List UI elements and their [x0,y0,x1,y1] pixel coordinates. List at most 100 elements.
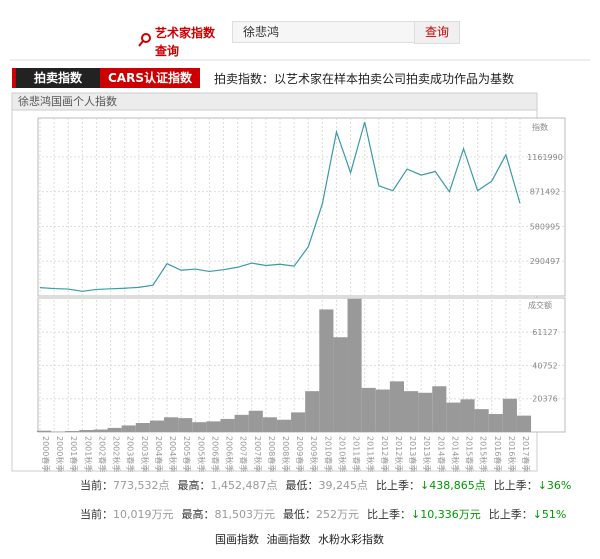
stat-label: 比上季： [493,479,538,492]
x-tick-label: 2016春季 [493,436,503,472]
stat-row: 当前：10,019万元 最高：81,503万元 最低：252万元 比上季：↓10,33… [80,506,566,522]
bar [375,389,390,432]
stat-row: 当前：773,532点 最高：1,452,487点 最低：39,245点 比上季：↓4… [80,477,571,493]
stat-value: ↓438,865点 [419,479,486,492]
links: 国画指数 油画指数 水粉水彩指数 [215,531,384,547]
stat-label: 最低： [285,479,319,492]
x-tick-label: 2016秋季 [507,436,517,472]
x-tick-label: 2010秋季 [337,436,347,472]
x-tick-label: 2015春季 [465,436,475,472]
bar [404,391,419,432]
x-tick-label: 2011秋季 [366,436,376,472]
x-tick-label: 2006秋季 [225,436,235,472]
panel-title: 徐悲鸿国画个人指数 [18,94,117,108]
bar [276,419,292,432]
x-tick-label: 2004秋季 [168,436,178,472]
stat-value: 10,019万元 [113,508,174,521]
stat-value: 773,532点 [113,479,170,492]
charts: 徐悲鸿国画个人指数 290497 580995 871492 1161990 指数 203… [10,33,590,472]
bar [149,420,164,432]
bar [333,337,348,432]
search-input[interactable]: 徐悲鸿 [232,21,424,43]
bar [121,425,136,432]
bar [135,423,150,432]
x-tick-label: 2007秋季 [253,436,263,472]
y-tick-label: 1161990 [527,153,563,162]
y-axis-label: 指数 [532,122,548,132]
x-tick-label: 2010春季 [323,436,333,472]
tab[interactable]: CARS认证指数 [100,68,200,88]
tab[interactable]: 拍卖指数 [12,68,100,88]
y-tick-label: 871492 [530,188,561,197]
bar [460,399,475,432]
bar [65,431,80,432]
x-tick-label: 2003秋季 [140,436,150,472]
bar [446,402,461,432]
y-tick-label: 580995 [530,222,561,231]
x-tick-label: 2005春季 [182,436,192,472]
index-line [39,121,521,292]
stat-value: 1,452,487点 [210,479,278,492]
bar [234,414,249,432]
x-tick-label: 2000春季 [41,436,51,472]
bar [93,429,108,432]
stat-label: 最高： [181,508,215,521]
bar [474,409,489,432]
stat-label: 当前： [80,479,113,492]
x-tick-label: 2009秋季 [309,436,319,472]
stat-label: 最高： [177,479,211,492]
search-icon-handle [138,40,144,47]
x-tick-label: 2002春季 [97,436,107,472]
panel-header [11,92,538,111]
bar [305,391,320,432]
bar [192,422,207,432]
bar [248,410,263,432]
bar [291,412,306,432]
stat-value: ↓51% [532,508,567,521]
x-tick-label: 2006春季 [210,436,220,472]
title: 查询 [155,44,180,58]
y-tick-label: 290497 [530,257,561,266]
x-tick-label: 2012春季 [380,436,390,472]
bar [220,418,235,432]
bar [488,414,503,432]
x-tick-label: 2011春季 [352,436,362,472]
bar [418,392,433,432]
stat-label: 比上季： [367,508,411,521]
plot-frame [37,117,566,297]
bar [164,417,179,432]
bar [178,418,193,432]
x-tick-label: 2008秋季 [281,436,291,472]
x-tick-label: 2001秋季 [83,436,93,472]
stat-label: 当前： [80,508,113,521]
stat-value: ↓10,336万元 [411,508,481,521]
bar [79,430,94,432]
bar [262,417,277,432]
x-tick-label: 2014春季 [436,436,446,472]
bar [516,415,532,432]
bar [36,430,52,432]
x-tick-label: 2012秋季 [394,436,404,472]
x-tick-label: 2017春季 [521,436,531,472]
y-axis-label: 成交额 [528,300,552,310]
stat-value: 39,245点 [318,479,368,492]
description: 拍卖指数：以艺术家在样本拍卖公司拍卖成功作品为基数 [214,72,515,86]
link[interactable]: 油画指数 [266,533,311,546]
x-tick-label: 2000秋季 [55,436,65,472]
stat-value: ↓36% [537,479,572,492]
x-tick-label: 2001春季 [69,436,79,472]
link[interactable]: 国画指数 [215,533,259,546]
link[interactable]: 水粉水彩指数 [318,533,384,546]
x-tick-label: 2013秋季 [422,436,432,472]
bar [432,386,447,432]
x-tick-label: 2013春季 [408,436,418,472]
x-tick-label: 2008春季 [267,436,277,472]
x-tick-label: 2004春季 [154,436,164,472]
bar [361,387,376,432]
x-tick-label: 2005秋季 [196,436,206,472]
search-button[interactable]: 查询 [414,21,460,44]
stat-value: 252万元 [316,508,359,521]
x-tick-label: 2007春季 [239,436,249,472]
x-tick-label: 2009春季 [295,436,305,472]
stat-label: 比上季： [375,479,420,492]
